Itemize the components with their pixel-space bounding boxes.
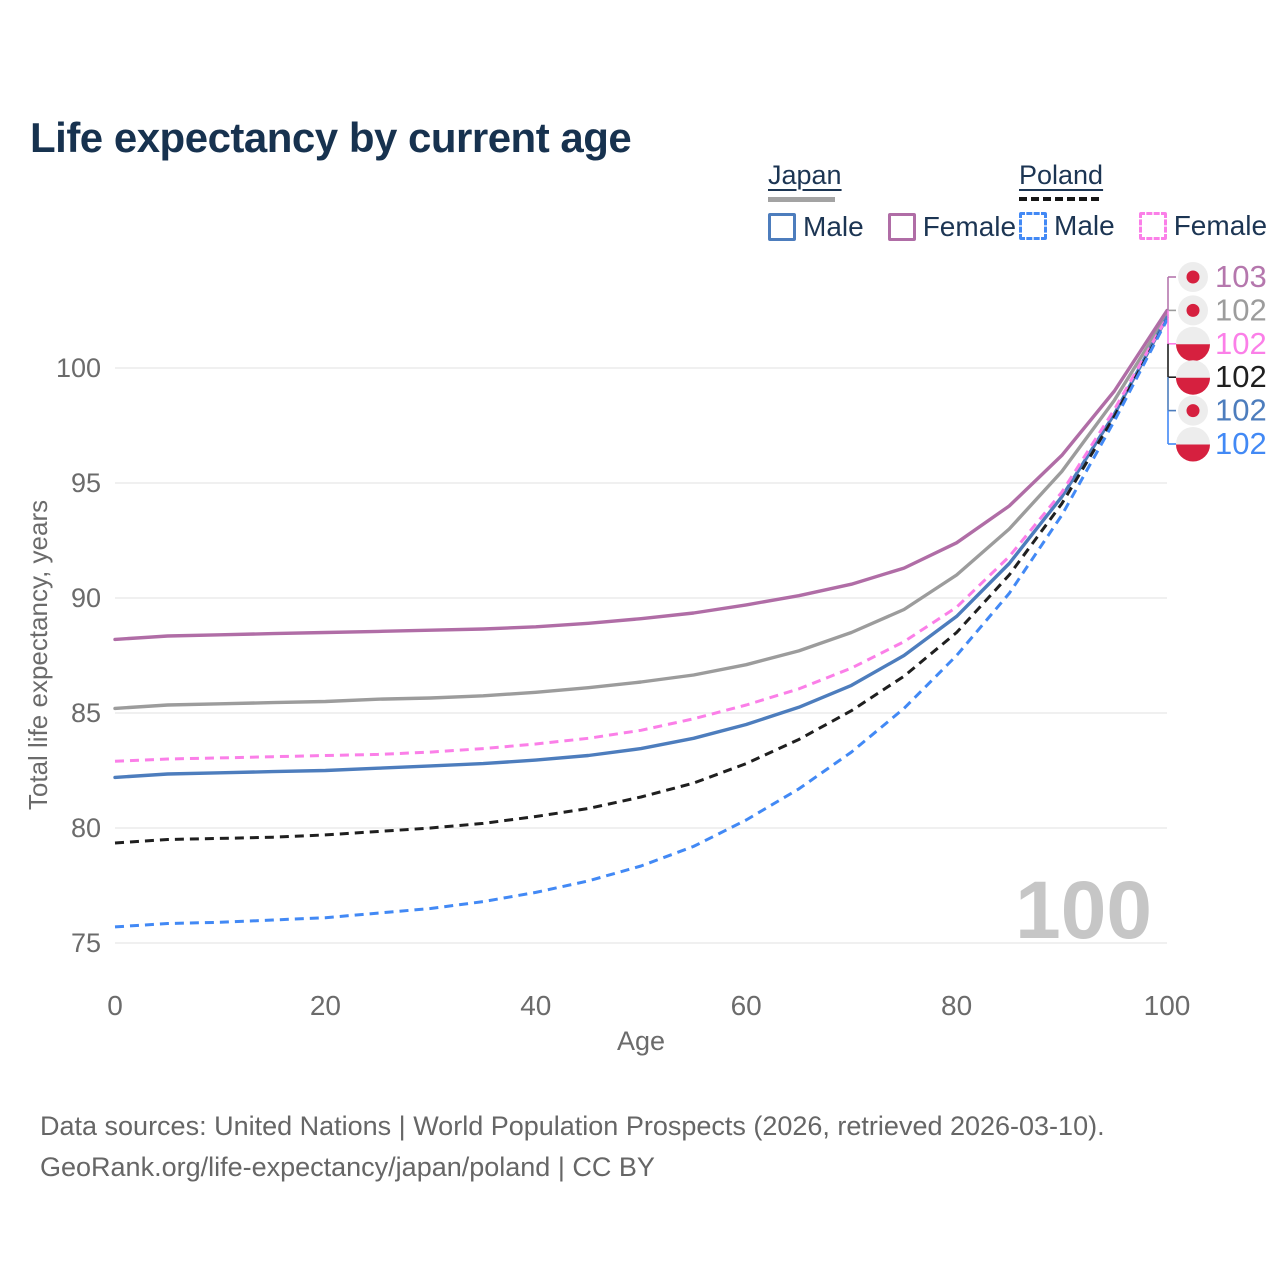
japan-female-label: Female xyxy=(922,211,1017,242)
end-value-label: 102 xyxy=(1215,426,1267,461)
y-tick-75: 75 xyxy=(71,928,101,958)
y-tick-95: 95 xyxy=(71,468,101,498)
japan-flag-icon xyxy=(1178,295,1208,326)
end-value-label: 102 xyxy=(1215,326,1267,361)
japan-flag-icon xyxy=(1178,262,1208,292)
x-tick-60: 60 xyxy=(731,990,762,1021)
x-tick-80: 80 xyxy=(941,990,972,1021)
poland-male-swatch[interactable] xyxy=(1019,212,1047,240)
footer: Data sources: United Nations | World Pop… xyxy=(40,1106,1105,1188)
series-poland-male[interactable] xyxy=(114,319,1169,929)
series-poland-total[interactable] xyxy=(114,318,1169,845)
poland-male-label: Male xyxy=(1054,210,1115,241)
legend-japan: Japan Male Female xyxy=(768,160,1016,243)
x-tick-100: 100 xyxy=(1144,990,1191,1021)
y-tick-85: 85 xyxy=(71,698,101,728)
attribution-line: GeoRank.org/life-expectancy/japan/poland… xyxy=(40,1152,655,1182)
end-value-label: 102 xyxy=(1215,393,1267,428)
series-japan-male[interactable] xyxy=(113,315,1169,780)
legend-japan-label[interactable]: Japan xyxy=(768,160,842,190)
y-tick-100: 100 xyxy=(56,353,101,383)
y-tick-80: 80 xyxy=(71,813,101,843)
poland-flag-icon xyxy=(1176,427,1210,462)
age-watermark: 100 xyxy=(1015,865,1152,956)
end-value-label: 102 xyxy=(1215,292,1267,327)
japan-male-swatch[interactable] xyxy=(768,213,796,241)
series-japan-total[interactable] xyxy=(113,313,1169,711)
japan-female-swatch[interactable] xyxy=(887,213,916,241)
end-value-label: 103 xyxy=(1215,259,1267,294)
poland-female-swatch[interactable] xyxy=(1138,212,1167,240)
poland-female-label: Female xyxy=(1173,210,1268,241)
series-japan-female[interactable] xyxy=(113,308,1169,642)
end-value-label: 102 xyxy=(1215,359,1267,394)
legend-item-japan-female[interactable]: Female xyxy=(887,211,1017,243)
legend-poland-label[interactable]: Poland xyxy=(1019,160,1104,190)
line-chart: 75 80 85 90 95 100 100 0 20 40 60 80 100 Age Total lif… xyxy=(23,259,1267,1056)
legend-item-poland-male[interactable]: Male xyxy=(1019,210,1115,242)
poland-flag-icon xyxy=(1176,360,1210,395)
poland-flag-icon xyxy=(1176,326,1210,362)
data-sources-line: Data sources: United Nations | World Pop… xyxy=(40,1111,1105,1141)
legend-item-japan-male[interactable]: Male xyxy=(768,211,864,243)
series-poland-female[interactable] xyxy=(114,316,1169,763)
legend-item-poland-female[interactable]: Female xyxy=(1138,210,1268,242)
x-axis-label: Age xyxy=(617,1026,665,1056)
y-axis-label: Total life expectancy, years xyxy=(23,500,53,810)
legend-poland: Poland Male Female xyxy=(1019,160,1267,242)
x-tick-20: 20 xyxy=(310,990,341,1021)
x-tick-0: 0 xyxy=(107,990,123,1021)
x-tick-40: 40 xyxy=(520,990,551,1021)
page-title: Life expectancy by current age xyxy=(30,114,632,162)
japan-male-label: Male xyxy=(803,211,864,242)
chart-svg: 75 80 85 90 95 100 100 0 20 40 60 80 100 Age Total lif… xyxy=(23,259,1267,1056)
japan-flag-icon xyxy=(1178,395,1208,426)
y-tick-90: 90 xyxy=(71,583,101,613)
poland-linestyle-key xyxy=(1019,197,1099,201)
japan-linestyle-key xyxy=(768,197,835,202)
